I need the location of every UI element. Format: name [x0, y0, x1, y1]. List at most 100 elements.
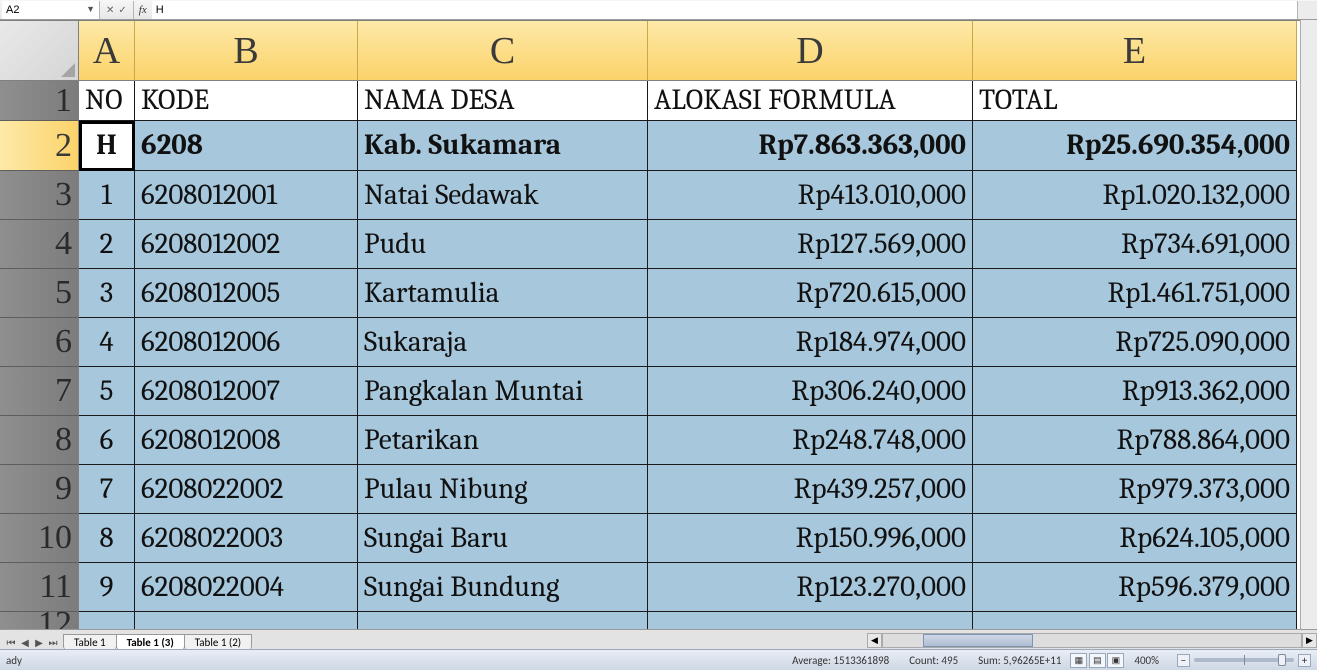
cell[interactable]: 6208012007 [135, 367, 358, 416]
row-header-2[interactable]: 2 [0, 121, 79, 171]
hscroll-left-icon[interactable]: ◀ [867, 633, 882, 648]
view-page-layout-icon[interactable]: ▤ [1089, 653, 1106, 668]
cell[interactable]: Rp725.090,000 [973, 318, 1297, 367]
column-header-C[interactable]: C [358, 21, 648, 81]
cell[interactable]: 6 [79, 416, 135, 465]
row-header-6[interactable]: 6 [0, 318, 79, 367]
name-box[interactable]: ▼ [2, 1, 100, 19]
cell[interactable]: Rp1.461.751,000 [973, 269, 1297, 318]
cell[interactable]: 3 [79, 269, 135, 318]
cell[interactable]: H [79, 121, 135, 171]
column-header-A[interactable]: A [79, 21, 135, 81]
cell[interactable]: 4 [79, 318, 135, 367]
select-all-corner[interactable] [0, 21, 79, 81]
cell[interactable]: 8 [79, 514, 135, 563]
fx-icon[interactable]: fx [134, 4, 152, 16]
cell[interactable]: 6208012008 [135, 416, 358, 465]
row-header-8[interactable]: 8 [0, 416, 79, 465]
cell[interactable]: 6208022004 [135, 563, 358, 612]
name-box-input[interactable] [6, 4, 66, 16]
cell[interactable]: 6208012001 [135, 171, 358, 220]
cell[interactable]: 9 [79, 563, 135, 612]
cell[interactable]: Rp979.373,000 [973, 465, 1297, 514]
cell[interactable]: Sungai Baru [358, 514, 648, 563]
cell[interactable]: Rp720.615,000 [648, 269, 973, 318]
cell[interactable]: Pulau Nibung [358, 465, 648, 514]
cell[interactable] [135, 612, 358, 629]
row-header-4[interactable]: 4 [0, 220, 79, 269]
cell[interactable]: Rp596.379,000 [973, 563, 1297, 612]
cell[interactable]: 1 [79, 171, 135, 220]
zoom-out-icon[interactable]: − [1177, 654, 1190, 667]
formula-input[interactable] [152, 1, 1297, 19]
cell[interactable]: Rp123.270,000 [648, 563, 973, 612]
cell[interactable]: Rp150.996,000 [648, 514, 973, 563]
zoom-in-icon[interactable]: + [1298, 654, 1311, 667]
cell[interactable]: 2 [79, 220, 135, 269]
cell[interactable]: Sukaraja [358, 318, 648, 367]
cell[interactable]: NAMA DESA [358, 81, 648, 121]
column-header-E[interactable]: E [973, 21, 1297, 81]
name-box-dropdown-icon[interactable]: ▼ [86, 4, 95, 15]
cell[interactable]: Rp1.020.132,000 [973, 171, 1297, 220]
cell[interactable] [358, 612, 648, 629]
sheet-tab[interactable]: Table 1 (3) [116, 634, 185, 650]
cancel-icon[interactable]: ✕ [106, 3, 114, 16]
row-header-3[interactable]: 3 [0, 171, 79, 220]
tab-last-icon[interactable]: ⏭ [46, 636, 60, 649]
cell[interactable]: Rp734.691,000 [973, 220, 1297, 269]
cell[interactable]: Rp788.864,000 [973, 416, 1297, 465]
cell[interactable]: Rp413.010,000 [648, 171, 973, 220]
row-header-10[interactable]: 10 [0, 514, 79, 563]
zoom-level[interactable]: 400% [1134, 654, 1159, 667]
row-header-9[interactable]: 9 [0, 465, 79, 514]
horizontal-scrollbar[interactable]: ◀ ▶ [867, 631, 1317, 649]
cell[interactable]: Rp913.362,000 [973, 367, 1297, 416]
cell[interactable]: Kartamulia [358, 269, 648, 318]
cell[interactable]: KODE [135, 81, 358, 121]
cell[interactable]: Pudu [358, 220, 648, 269]
cell[interactable] [648, 612, 973, 629]
row-header-5[interactable]: 5 [0, 269, 79, 318]
cell[interactable]: 6208022002 [135, 465, 358, 514]
zoom-handle[interactable] [1278, 654, 1286, 666]
sheet-tab[interactable]: Table 1 (2) [184, 634, 252, 650]
cell[interactable]: Rp127.569,000 [648, 220, 973, 269]
cell[interactable]: Sungai Bundung [358, 563, 648, 612]
formula-bar-expand[interactable] [1297, 1, 1317, 19]
view-normal-icon[interactable]: ▦ [1070, 653, 1087, 668]
view-page-break-icon[interactable]: ▣ [1107, 653, 1124, 668]
cell[interactable]: TOTAL [973, 81, 1297, 121]
hscroll-track[interactable] [882, 633, 1302, 648]
cell[interactable]: Rp306.240,000 [648, 367, 973, 416]
zoom-track[interactable] [1194, 658, 1294, 662]
cell[interactable]: Rp624.105,000 [973, 514, 1297, 563]
cell[interactable]: Rp439.257,000 [648, 465, 973, 514]
row-header-7[interactable]: 7 [0, 367, 79, 416]
cell[interactable]: Kab. Sukamara [358, 121, 648, 171]
cell[interactable]: 6208 [135, 121, 358, 171]
cell[interactable]: Rp184.974,000 [648, 318, 973, 367]
cell[interactable]: 7 [79, 465, 135, 514]
cell[interactable] [973, 612, 1297, 629]
column-header-B[interactable]: B [135, 21, 358, 81]
cell[interactable]: Natai Sedawak [358, 171, 648, 220]
cell[interactable]: Rp7.863.363,000 [648, 121, 973, 171]
tab-prev-icon[interactable]: ◀ [18, 636, 32, 649]
tab-first-icon[interactable]: ⏮ [4, 636, 18, 649]
cell[interactable]: ALOKASI FORMULA [648, 81, 973, 121]
cell[interactable]: Pangkalan Muntai [358, 367, 648, 416]
vertical-scrollbar[interactable] [1300, 20, 1317, 629]
row-header-1[interactable]: 1 [0, 81, 79, 121]
cell[interactable]: 6208012005 [135, 269, 358, 318]
cell[interactable] [79, 612, 135, 629]
column-header-D[interactable]: D [648, 21, 973, 81]
cell[interactable]: Rp248.748,000 [648, 416, 973, 465]
cell[interactable]: Rp25.690.354,000 [973, 121, 1297, 171]
cell[interactable]: 6208012002 [135, 220, 358, 269]
cell[interactable]: 5 [79, 367, 135, 416]
cell[interactable]: 6208012006 [135, 318, 358, 367]
sheet-tab[interactable]: Table 1 [63, 634, 117, 650]
accept-icon[interactable]: ✓ [118, 3, 126, 16]
cell[interactable]: 6208022003 [135, 514, 358, 563]
